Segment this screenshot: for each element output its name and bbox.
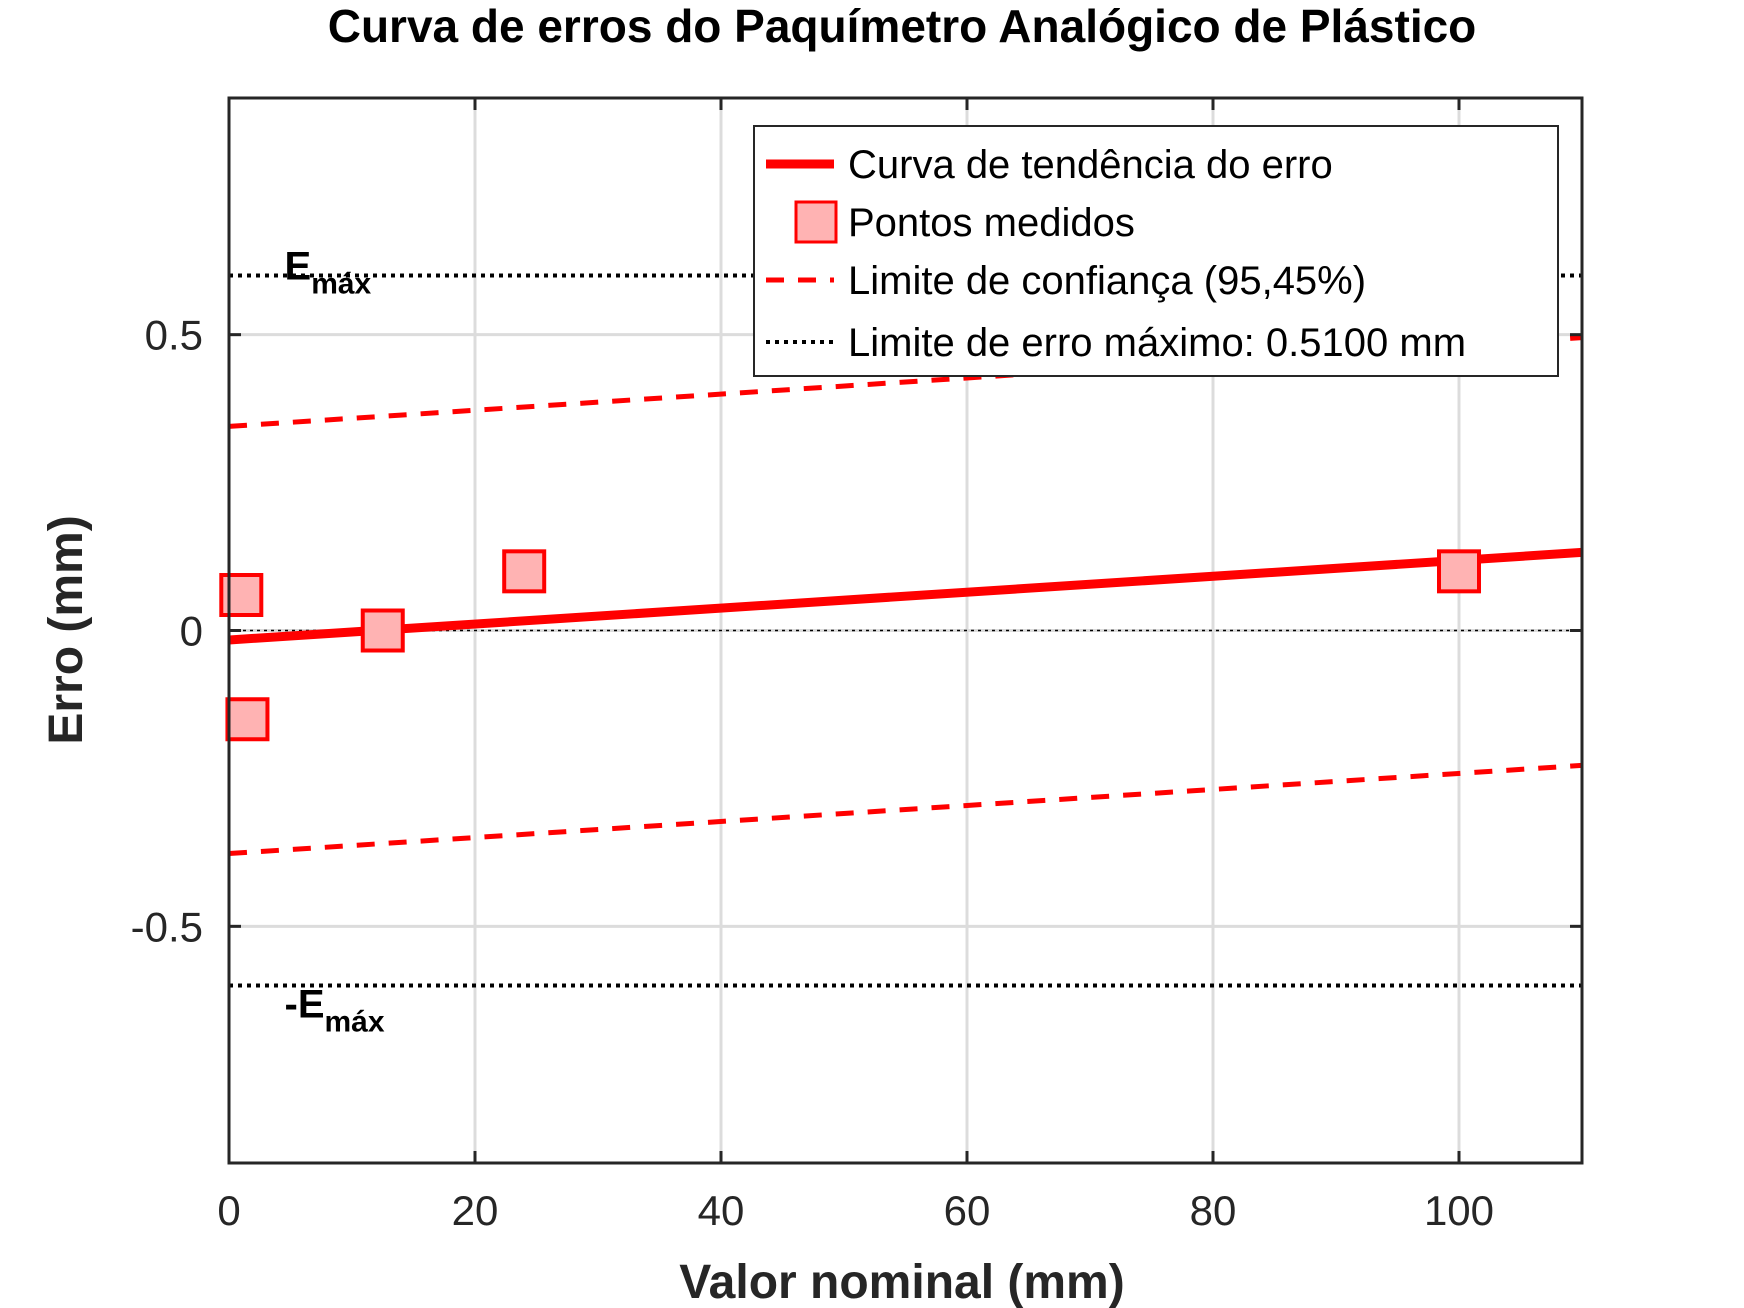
series-line-solid: [229, 547, 1582, 645]
x-tick-label: 100: [1424, 1187, 1494, 1234]
emax-annotation-main: E: [285, 245, 312, 289]
data-point: [1437, 549, 1481, 594]
x-tick-label: 60: [944, 1187, 991, 1234]
series-line-dashed: [229, 762, 1582, 857]
legend-box: [753, 125, 1559, 377]
x-tick-label: 40: [698, 1187, 745, 1234]
x-tick-label: 80: [1190, 1187, 1237, 1234]
y-axis-label: Erro (mm): [40, 515, 93, 744]
y-tick-label: 0.5: [145, 312, 203, 359]
legend-label: Curva de tendência do erro: [848, 143, 1333, 187]
data-point: [502, 549, 547, 594]
plot-axes: 0 20 40 60 80 100 -0.5 0 0.5: [131, 96, 1584, 1234]
legend-label: Pontos medidos: [848, 201, 1135, 245]
legend-label: Limite de confiança (95,45%): [848, 259, 1366, 303]
data-point: [225, 697, 270, 742]
data-point: [360, 608, 405, 653]
x-axis-label: Valor nominal (mm): [679, 1256, 1124, 1308]
y-tick-label: -0.5: [131, 903, 203, 950]
x-tick-label: 0: [217, 1187, 240, 1234]
y-tick-label: 0: [180, 608, 203, 655]
legend-label: Limite de erro máximo: 0.5100 mm: [848, 321, 1466, 365]
legend-marker-square: [794, 200, 838, 244]
annotations: Emáx-Emáx: [285, 245, 385, 1039]
data-point: [219, 573, 264, 617]
emax-annotation-main: -E: [285, 983, 325, 1027]
emax-annotation: -Emáx: [285, 983, 385, 1039]
emax-annotation-sub: máx: [311, 268, 371, 301]
emax-annotation-sub: máx: [325, 1006, 385, 1039]
x-tick-label: 20: [452, 1187, 499, 1234]
legend: Curva de tendência do erro Pontos medidos…: [753, 125, 1559, 377]
chart-title: Curva de erros do Paquímetro Analógico d…: [328, 0, 1477, 52]
emax-annotation: Emáx: [285, 245, 372, 301]
